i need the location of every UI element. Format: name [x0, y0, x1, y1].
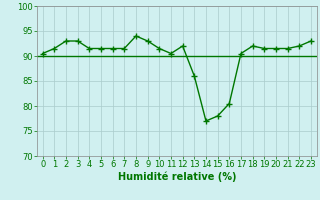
X-axis label: Humidité relative (%): Humidité relative (%) [117, 172, 236, 182]
